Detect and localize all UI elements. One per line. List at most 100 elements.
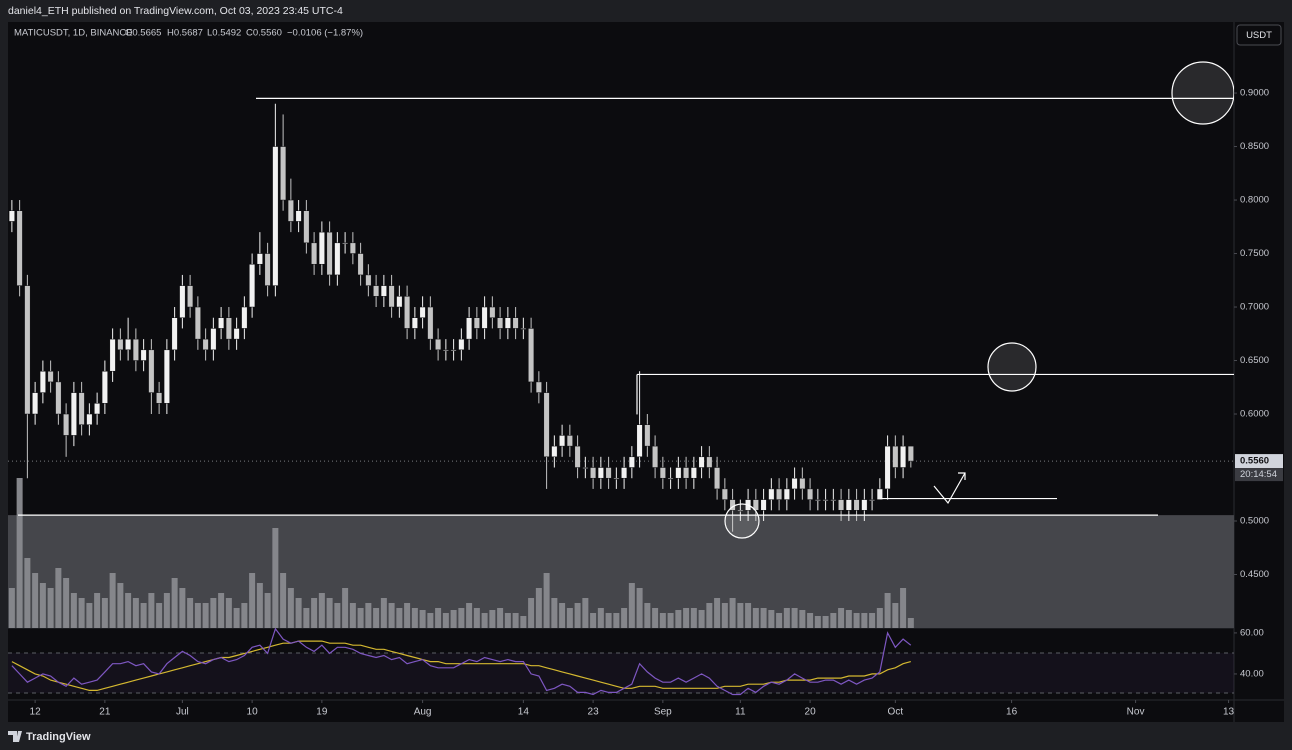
volume-bar <box>125 593 132 628</box>
highlight-circle <box>987 342 1037 392</box>
candle-body <box>47 370 54 383</box>
volume-bar <box>318 593 325 628</box>
candle-body <box>590 467 597 479</box>
candle-body <box>582 467 589 469</box>
candle-body <box>783 488 790 500</box>
volume-bar <box>442 613 449 628</box>
volume-bar <box>86 603 93 628</box>
candle-body <box>365 274 372 286</box>
x-tick-label: 23 <box>588 707 600 718</box>
volume-bar <box>349 603 356 628</box>
volume-bar <box>489 610 496 628</box>
candle-body <box>721 488 728 500</box>
volume-bar <box>280 573 287 628</box>
y-tick-label: 0.6000 <box>1240 409 1269 420</box>
volume-bar <box>706 603 713 628</box>
volume-bar <box>907 618 914 628</box>
volume-bar <box>559 603 566 628</box>
volume-bar <box>194 603 201 628</box>
volume-bar <box>24 558 31 628</box>
volume-bar <box>396 608 403 628</box>
volume-bar <box>659 613 666 628</box>
volume-bar <box>63 578 70 628</box>
candle-body <box>241 306 248 329</box>
volume-bar <box>822 616 829 628</box>
currency-box[interactable] <box>1236 24 1282 46</box>
candle-body <box>32 392 39 415</box>
candle-body <box>202 338 209 351</box>
volume-bar <box>156 603 163 628</box>
candle-body <box>543 392 550 458</box>
candle-body <box>303 210 310 244</box>
volume-bar <box>892 603 899 628</box>
candle-body <box>210 328 217 351</box>
x-tick-label: 19 <box>316 707 328 718</box>
volume-bar <box>566 608 573 628</box>
volume-bar <box>404 603 411 628</box>
candle-body <box>24 285 31 415</box>
candle-body <box>94 403 101 415</box>
candle-body <box>225 317 232 340</box>
volume-bar <box>791 608 798 628</box>
volume-bar <box>551 598 558 628</box>
candle-body <box>574 445 581 468</box>
logo <box>8 731 22 742</box>
y-tick-label: 0.8000 <box>1240 195 1269 206</box>
candle-body <box>884 445 891 490</box>
candle-body <box>101 370 108 404</box>
candle-body <box>326 231 333 276</box>
candle-body <box>481 306 488 329</box>
volume-bar <box>70 593 77 628</box>
volume-bar <box>32 573 39 628</box>
candle-body <box>520 328 527 330</box>
volume-bar <box>179 588 186 628</box>
candle-body <box>411 317 418 329</box>
candle-body <box>404 296 411 329</box>
candle-body <box>39 370 46 393</box>
volume-bar <box>481 613 488 628</box>
volume-bar <box>78 598 85 628</box>
volume-bar <box>249 573 256 628</box>
volume-bar <box>8 588 15 628</box>
volume-bar <box>652 608 659 628</box>
volume-bar <box>644 603 651 628</box>
legend: MATICUSDT, 1D, BINANCE O0.5665 H0.5687 L… <box>14 28 363 39</box>
candle-body <box>628 456 635 468</box>
volume-bar <box>94 593 101 628</box>
x-tick-label: 13 <box>1223 707 1235 718</box>
volume-bar <box>613 613 620 628</box>
candle-body <box>791 477 798 490</box>
candle-body <box>892 445 899 468</box>
candle-body <box>473 317 480 329</box>
volume-bar <box>109 573 116 628</box>
volume-bar <box>450 610 457 628</box>
volume-bar <box>683 608 690 628</box>
volume-bar <box>636 588 643 628</box>
candle-body <box>613 477 620 480</box>
x-tick-label: 14 <box>518 707 530 718</box>
candle-body <box>373 285 380 297</box>
volume-bar <box>876 608 883 628</box>
volume-bar <box>504 613 511 628</box>
volume-bar <box>132 598 139 628</box>
candle-body <box>768 488 775 500</box>
candle-body <box>16 210 23 286</box>
volume-bar <box>233 608 240 628</box>
rsi-line <box>11 628 912 696</box>
y-tick-label: 0.7500 <box>1240 248 1269 259</box>
volume-bar <box>326 598 333 628</box>
volume-bar <box>628 583 635 628</box>
footer-text: TradingView <box>26 731 91 743</box>
y-tick-label: 0.7000 <box>1240 302 1269 313</box>
candle-body <box>512 317 519 329</box>
candle-body <box>644 424 651 447</box>
candle-body <box>442 349 449 352</box>
x-tick-label: 11 <box>735 707 746 718</box>
x-tick-label: Oct <box>888 707 904 718</box>
candle-body <box>706 456 713 468</box>
volume-bar <box>675 610 682 628</box>
candle-body <box>86 413 93 425</box>
volume-bar <box>458 608 465 628</box>
volume-bar <box>574 603 581 628</box>
volume-bar <box>783 608 790 628</box>
